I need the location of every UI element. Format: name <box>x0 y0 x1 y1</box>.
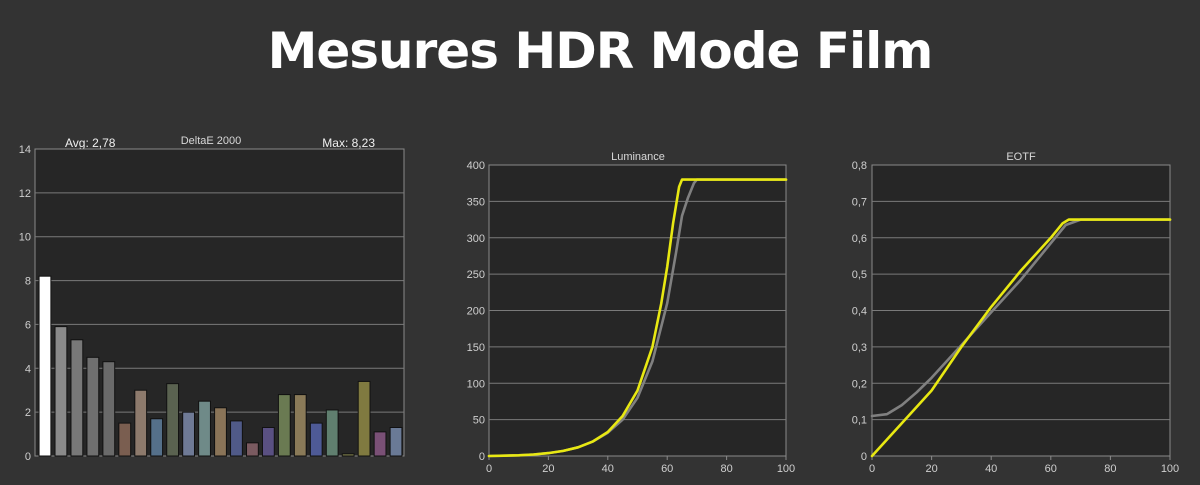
deltae-bar <box>182 411 195 457</box>
eotf-y-tick-label: 0,7 <box>852 196 867 208</box>
deltae-bar <box>38 275 52 457</box>
deltae-bar <box>86 356 100 457</box>
deltae-bar <box>389 426 403 457</box>
luminance-y-tick-label: 350 <box>467 196 485 208</box>
eotf-y-tick-label: 0,2 <box>852 378 867 390</box>
luminance-y-tick-label: 0 <box>479 451 485 463</box>
eotf-x-tick-label: 80 <box>1104 463 1116 475</box>
luminance-x-tick-label: 60 <box>661 463 673 475</box>
deltae-bar <box>198 400 211 457</box>
deltae-y-tick-label: 10 <box>19 232 31 244</box>
eotf-x-tick-label: 40 <box>985 463 997 475</box>
deltae-bar <box>150 418 164 457</box>
luminance-y-tick-label: 400 <box>467 160 485 172</box>
deltae-bar <box>341 453 355 457</box>
page-title: Mesures HDR Mode Film <box>267 22 934 80</box>
luminance-x-tick-label: 20 <box>542 463 554 475</box>
deltae-bar <box>134 389 148 457</box>
luminance-series-line-1 <box>487 178 788 458</box>
eotf-y-tick-label: 0,1 <box>852 415 867 427</box>
eotf-x-tick-label: 60 <box>1045 463 1057 475</box>
deltae-bar <box>230 420 243 457</box>
luminance-x-tick-label: 100 <box>777 463 795 475</box>
deltae-y-tick-label: 8 <box>25 276 31 288</box>
luminance-y-tick-label: 300 <box>467 233 485 245</box>
eotf-y-tick-label: 0 <box>861 451 867 463</box>
deltae-bar <box>261 426 275 457</box>
luminance-chart-title: Luminance <box>611 151 665 163</box>
deltae-y-tick-label: 14 <box>19 144 31 156</box>
eotf-y-tick-label: 0,5 <box>852 269 867 281</box>
luminance-y-tick-label: 200 <box>467 306 485 318</box>
eotf-y-tick-label: 0,8 <box>852 160 867 172</box>
deltae-y-tick-label: 2 <box>25 407 31 419</box>
luminance-x-tick-label: 80 <box>720 463 732 475</box>
deltae-chart-title: DeltaE 2000 <box>181 135 242 147</box>
deltae-bar <box>54 326 68 457</box>
eotf-x-tick-label: 100 <box>1161 463 1179 475</box>
deltae-bar <box>293 394 307 457</box>
deltae-bar <box>214 407 227 457</box>
luminance-x-tick-label: 40 <box>602 463 614 475</box>
deltae-bar <box>373 431 387 457</box>
luminance-y-tick-label: 250 <box>467 269 485 281</box>
deltae-bar <box>357 380 371 457</box>
luminance-y-tick-label: 100 <box>467 378 485 390</box>
eotf-y-tick-label: 0,3 <box>852 342 867 354</box>
deltae-bar <box>70 339 84 457</box>
deltae-bar <box>309 422 323 457</box>
luminance-x-tick-label: 0 <box>486 463 492 475</box>
eotf-y-tick-label: 0,6 <box>852 233 867 245</box>
deltae-y-tick-label: 12 <box>19 188 31 200</box>
eotf-x-tick-label: 0 <box>869 463 875 475</box>
eotf-series-line-1 <box>870 218 1172 458</box>
deltae-bar <box>166 383 180 457</box>
deltae-bar <box>325 409 339 457</box>
deltae-avg-label: Avg: 2,78 <box>65 136 116 150</box>
deltae-bar <box>246 442 259 457</box>
luminance-y-tick-label: 50 <box>473 415 485 427</box>
deltae-bar <box>118 422 132 457</box>
deltae-max-label: Max: 8,23 <box>322 136 375 150</box>
deltae-bar <box>102 361 116 457</box>
eotf-x-tick-label: 20 <box>925 463 937 475</box>
eotf-y-tick-label: 0,4 <box>852 306 867 318</box>
eotf-chart-title: EOTF <box>1006 151 1036 163</box>
deltae-y-tick-label: 6 <box>25 319 31 331</box>
deltae-y-tick-label: 0 <box>25 451 31 463</box>
deltae-y-tick-label: 4 <box>25 363 31 375</box>
luminance-y-tick-label: 150 <box>467 342 485 354</box>
deltae-bar <box>277 394 291 457</box>
